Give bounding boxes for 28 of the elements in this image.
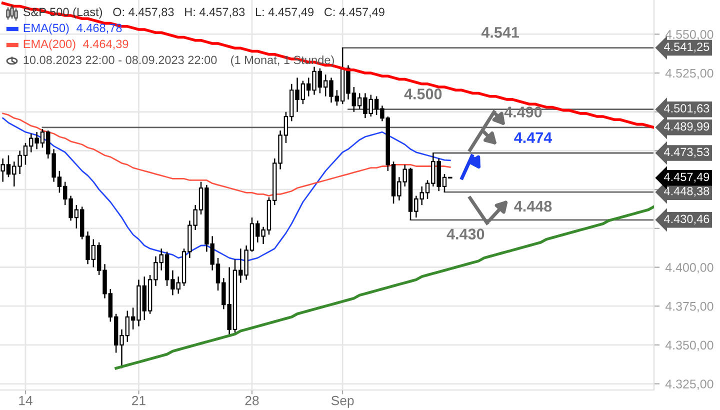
- annotation: 4.448: [514, 200, 552, 212]
- y-tick-label: 4.550,00: [665, 30, 714, 40]
- legend-label: EMA(50): [24, 24, 69, 34]
- y-tick-label: 4.400,00: [665, 263, 714, 274]
- annotation: 4.500: [404, 88, 442, 100]
- annotation: 4.464,39: [83, 40, 128, 50]
- annotation: 4.468,78: [76, 24, 122, 34]
- annotation: 4.430: [446, 228, 484, 240]
- text: 4.489,99: [664, 122, 710, 132]
- text: 4.430,46: [664, 214, 710, 224]
- x-tick-label: 14: [19, 396, 32, 406]
- x-tick-label: 21: [132, 396, 146, 406]
- y-tick-label: 4.350,00: [665, 340, 714, 352]
- annotation: 4.541: [481, 27, 519, 38]
- line-series: [2, 112, 451, 196]
- text: 4.457,49: [664, 172, 710, 182]
- legend-label: EMA(200): [24, 40, 76, 50]
- y-tick-label: 4.325,00: [665, 380, 714, 390]
- x-tick-label: Sep: [331, 396, 354, 408]
- text: 4.541,25: [664, 42, 710, 52]
- text: 4.448,38: [664, 186, 710, 197]
- text: 4.501,63: [664, 104, 710, 114]
- line-series: [1, 2, 654, 129]
- y-tick-label: 4.525,00: [665, 68, 714, 80]
- annotation: 4.474: [514, 132, 552, 143]
- y-tick-label: 4.375,00: [665, 302, 714, 312]
- text: 4.473,53: [664, 148, 710, 158]
- x-tick-label: 28: [245, 396, 259, 406]
